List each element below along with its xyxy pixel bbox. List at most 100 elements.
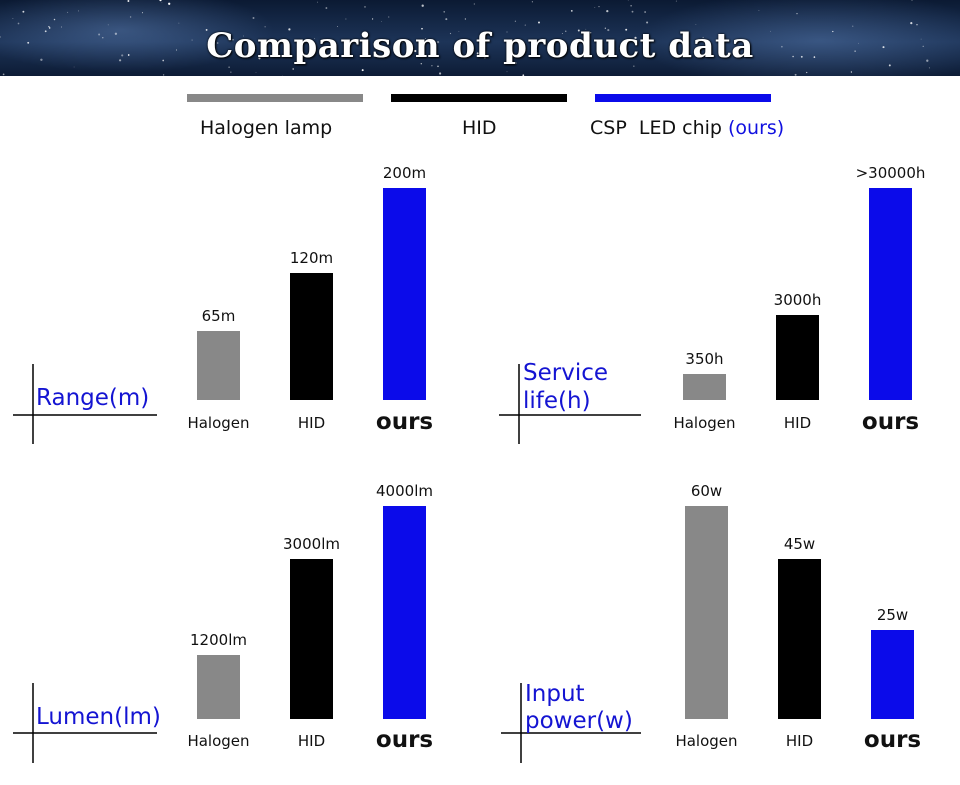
category-label: ours — [376, 409, 433, 435]
data-label: >30000h — [856, 164, 926, 182]
category-label: HID — [298, 414, 325, 432]
star — [162, 74, 165, 76]
star — [205, 28, 208, 31]
star — [264, 26, 266, 28]
star — [644, 11, 646, 13]
star — [630, 5, 632, 7]
star — [832, 30, 834, 33]
star — [506, 71, 508, 73]
star — [537, 21, 541, 24]
data-label: 25w — [877, 606, 908, 624]
star — [230, 71, 232, 73]
data-label: 45w — [784, 535, 815, 553]
star — [12, 18, 14, 20]
star — [702, 36, 704, 38]
star — [439, 72, 442, 75]
star — [565, 30, 567, 32]
star — [854, 50, 856, 52]
bar-hid — [776, 315, 819, 400]
star — [73, 66, 75, 68]
bar-hid — [290, 559, 333, 719]
star — [458, 31, 460, 32]
star — [794, 73, 797, 76]
star — [255, 72, 257, 74]
data-label: 60w — [691, 482, 722, 500]
star — [445, 18, 448, 21]
page-title: Comparison of product data — [206, 26, 754, 66]
star — [514, 20, 517, 22]
category-label: Halogen — [187, 732, 249, 750]
star — [431, 65, 433, 67]
category-label: ours — [864, 727, 921, 753]
category-label: Halogen — [675, 732, 737, 750]
star — [627, 0, 629, 1]
star — [758, 9, 760, 11]
star — [114, 32, 118, 35]
star — [561, 33, 563, 34]
star — [414, 49, 417, 53]
chart-title: Range(m) — [36, 385, 149, 411]
bar-ours — [869, 188, 912, 400]
star — [162, 59, 165, 62]
chart-panel-1: Range(m) 65m Halogen 120m HID 200m ours — [13, 164, 433, 444]
star — [911, 0, 913, 1]
star — [48, 26, 50, 28]
star — [598, 5, 600, 8]
star — [850, 71, 853, 73]
bar-ours — [871, 630, 914, 719]
star — [792, 55, 794, 58]
star — [168, 2, 171, 5]
star — [53, 18, 56, 21]
star — [675, 0, 677, 2]
bar-hid — [290, 273, 333, 400]
star — [806, 71, 808, 74]
star — [381, 21, 383, 22]
star — [800, 55, 803, 58]
starfield-background — [0, 0, 930, 76]
star — [813, 56, 816, 58]
star — [796, 12, 798, 15]
star — [141, 12, 144, 14]
star — [920, 38, 922, 40]
star — [175, 49, 178, 51]
star — [410, 52, 413, 55]
star — [337, 26, 338, 27]
star — [118, 59, 122, 62]
star — [314, 38, 316, 40]
star — [345, 18, 347, 20]
bar-ours — [383, 188, 426, 400]
category-label: HID — [298, 732, 325, 750]
star — [443, 11, 445, 13]
star — [585, 28, 587, 30]
star — [421, 4, 424, 7]
star — [634, 36, 637, 40]
star — [781, 45, 783, 48]
chart-title: Service — [523, 360, 608, 386]
category-label: HID — [786, 732, 813, 750]
star — [161, 2, 163, 4]
star — [506, 31, 508, 33]
star — [589, 32, 592, 34]
legend-swatch-led — [595, 94, 771, 102]
star — [470, 42, 472, 43]
star — [882, 46, 885, 49]
star — [361, 69, 364, 72]
star — [121, 54, 124, 57]
star — [888, 64, 891, 67]
star — [0, 36, 1, 38]
star — [436, 40, 440, 44]
bar-halogen — [197, 331, 240, 400]
bar-halogen — [197, 655, 240, 719]
star — [484, 56, 486, 59]
star — [562, 49, 564, 51]
legend-label-led: CSP LED chip (ours) — [590, 117, 785, 139]
star — [607, 29, 610, 32]
data-label: 350h — [685, 350, 723, 368]
legend-label-hid: HID — [462, 117, 497, 139]
star — [232, 38, 234, 41]
star — [473, 3, 475, 5]
star — [388, 16, 390, 18]
star — [531, 1, 533, 3]
